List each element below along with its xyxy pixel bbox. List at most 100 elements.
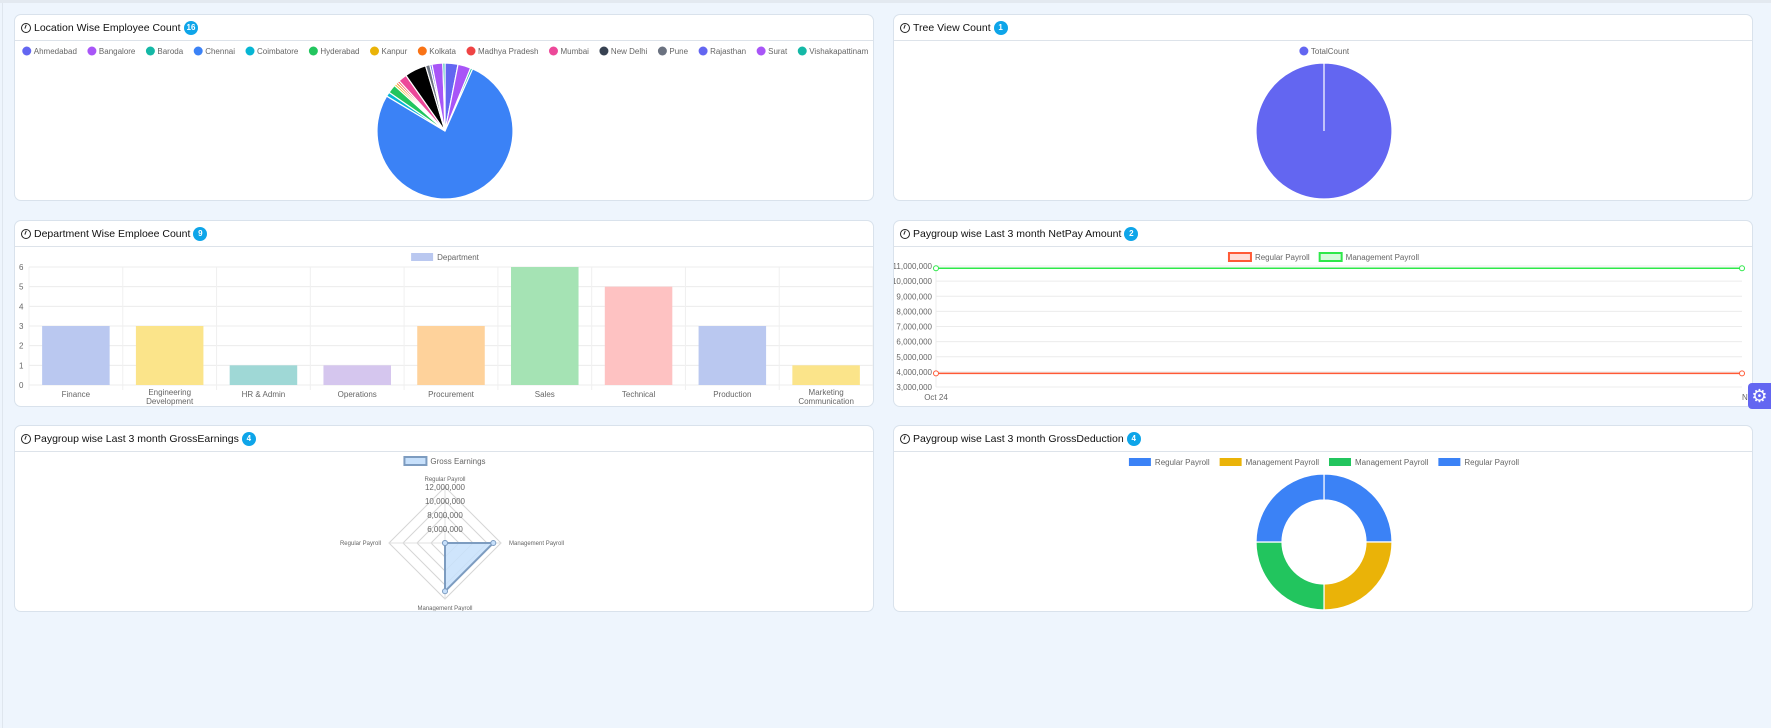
bar-hr-admin: [229, 365, 298, 385]
slice-vishakapattinam: [442, 62, 446, 132]
slice-chennai: [376, 68, 514, 200]
gross-deduction-card: Paygroup wise Last 3 month GrossDeductio…: [893, 425, 1753, 612]
data-point: [933, 265, 939, 272]
count-badge: 2: [1124, 226, 1139, 241]
chart-icon: [21, 22, 31, 33]
x-tick-label: Finance: [62, 390, 91, 399]
legend-label: Madhya Pradesh: [478, 47, 538, 56]
legend-label: Management Payroll: [1346, 253, 1420, 262]
tree-view-pie-chart: TotalCount: [1255, 46, 1393, 200]
radar-tick-label: 8,000,000: [427, 511, 463, 520]
card-title: Paygroup wise Last 3 month GrossDeductio…: [913, 432, 1124, 445]
y-tick-label: 7,000,000: [896, 323, 932, 332]
y-tick-label: 10,000,000: [894, 277, 933, 286]
chart-icon: [21, 228, 31, 239]
legend-marker: [411, 253, 434, 261]
y-tick-label: 6: [19, 263, 24, 272]
y-tick-label: 3: [19, 322, 24, 331]
legend-marker: [756, 46, 766, 56]
legend-marker: [145, 46, 155, 56]
location-pie-chart: Ahmedabad Bangalore Baroda Chennai Coimbator…: [22, 46, 869, 200]
legend-marker: [1219, 458, 1242, 466]
legend-marker: [1329, 458, 1351, 466]
legend-marker: [1438, 458, 1461, 466]
radar-axis-label: Management Payroll: [509, 541, 564, 547]
y-tick-label: 11,000,000: [894, 262, 933, 271]
x-tick-label: Sales: [535, 390, 555, 399]
legend-label: Chennai: [205, 47, 235, 56]
legend-marker: [87, 46, 97, 56]
chart-icon: [900, 228, 910, 239]
card-title: Paygroup wise Last 3 month NetPay Amount: [913, 227, 1122, 240]
chart-icon: [900, 22, 910, 33]
gear-icon: ⚙: [1751, 386, 1768, 406]
radar-tick-label: 12,000,000: [425, 483, 466, 492]
y-tick-label: 5: [19, 283, 24, 292]
legend-marker: [548, 46, 558, 56]
slice-management-payroll: [1323, 541, 1393, 611]
settings-button[interactable]: ⚙: [1748, 383, 1771, 409]
legend-marker: [599, 46, 609, 56]
card-title: Tree View Count: [913, 21, 991, 34]
slice-regular-payroll: [1323, 473, 1393, 543]
legend-label: Hyderabad: [320, 47, 359, 56]
y-tick-label: 0: [19, 381, 24, 390]
location-employee-card: Location Wise Employee Count 16 Ahmedabad…: [14, 14, 874, 201]
netpay-card: Paygroup wise Last 3 month NetPay Amount…: [893, 220, 1753, 407]
y-tick-label: 4: [19, 302, 24, 311]
count-badge: 1: [993, 20, 1008, 35]
count-badge: 9: [193, 226, 208, 241]
data-point: [1739, 265, 1745, 272]
legend-label: Kanpur: [382, 47, 408, 56]
legend-label: Regular Payroll: [1255, 253, 1310, 262]
x-tick-label: Procurement: [428, 390, 475, 399]
netpay-line-chart: Regular Payroll Management Payroll 3,000,0…: [894, 252, 1753, 402]
legend-label: Mumbai: [560, 47, 589, 56]
legend-marker: [370, 46, 380, 56]
legend-marker: [1318, 252, 1343, 262]
count-badge: 16: [183, 20, 199, 35]
x-tick-label: Operations: [338, 390, 377, 399]
radar-axis-label: Regular Payroll: [340, 541, 381, 547]
count-badge: 4: [1126, 431, 1141, 446]
x-tick-label: Marketing Communication: [798, 388, 854, 406]
x-tick-label: Technical: [622, 390, 656, 399]
legend-marker: [22, 46, 32, 56]
slice-management-payroll: [1255, 541, 1325, 611]
data-point: [933, 370, 939, 377]
legend-label: Pune: [669, 47, 688, 56]
bar-procurement: [417, 326, 485, 385]
legend-label: Regular Payroll: [1155, 458, 1210, 467]
bar-engineering-development: [135, 326, 204, 385]
x-tick-label: Oct 24: [924, 393, 948, 402]
tree-view-card: Tree View Count 1 TotalCount: [893, 14, 1753, 201]
legend-label: Baroda: [157, 47, 183, 56]
chart-icon: [21, 433, 31, 444]
chart-icon: [900, 433, 910, 444]
legend-marker: [245, 46, 255, 56]
legend-label: New Delhi: [611, 47, 648, 56]
legend-label: Ahmedabad: [34, 47, 77, 56]
x-tick-label: HR & Admin: [242, 390, 286, 399]
x-tick-label: Nov 24: [1742, 393, 1753, 402]
legend-marker: [1128, 458, 1151, 466]
legend-marker: [657, 46, 667, 56]
card-title: Location Wise Employee Count: [34, 21, 181, 34]
legend-marker: [417, 46, 427, 56]
legend-marker: [1299, 46, 1309, 56]
legend-label: Regular Payroll: [1464, 458, 1519, 467]
legend-label: Department: [437, 253, 480, 262]
card-title: Paygroup wise Last 3 month GrossEarnings: [34, 432, 239, 445]
slice-regular-payroll: [1255, 473, 1325, 543]
legend-label: Vishakapattinam: [809, 47, 868, 56]
y-tick-label: 9,000,000: [896, 292, 932, 301]
department-card: Department Wise Emploee Count 9 Departmen…: [14, 220, 874, 407]
x-tick-label: Production: [713, 390, 751, 399]
legend-marker: [403, 456, 428, 466]
left-border: [2, 3, 3, 728]
legend-marker: [797, 46, 807, 56]
radar-axis-label: Management Payroll: [417, 606, 472, 612]
y-tick-label: 8,000,000: [896, 307, 932, 316]
card-title: Department Wise Emploee Count: [34, 227, 191, 240]
y-tick-label: 1: [19, 361, 24, 370]
